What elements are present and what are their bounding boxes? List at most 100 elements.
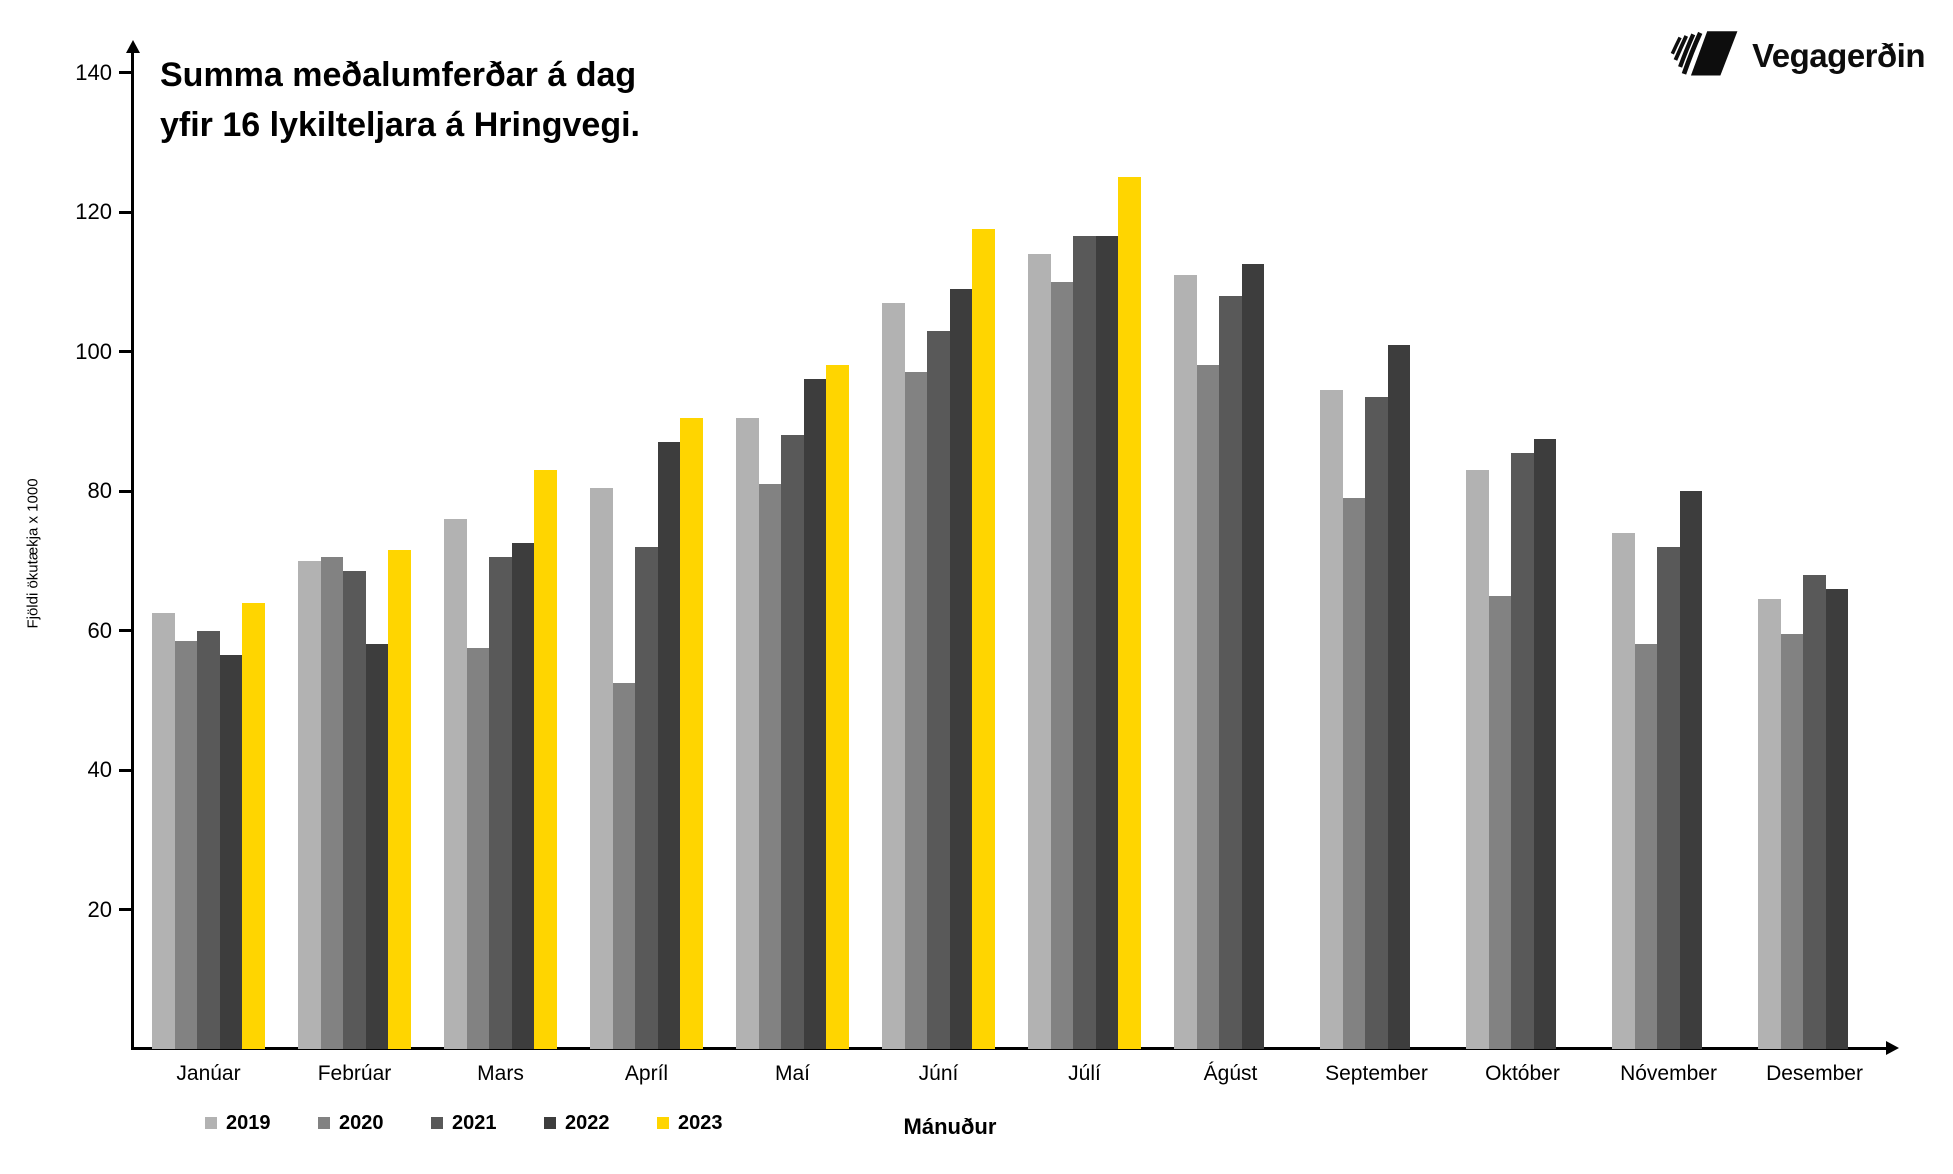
bar-júlí-2023 [1118, 177, 1141, 1049]
bar-febrúar-2022 [365, 644, 389, 1049]
y-tick-mark [119, 350, 131, 353]
legend-swatch-2021 [431, 1117, 443, 1129]
bar-mars-2023 [534, 470, 557, 1049]
bar-desember-2020 [1780, 633, 1804, 1049]
bar-desember-2019 [1758, 599, 1781, 1049]
x-axis-arrow-icon [1886, 1041, 1899, 1055]
bar-apríl-2019 [590, 487, 613, 1049]
legend-label-2022: 2022 [565, 1111, 610, 1134]
chart-title-line2: yfir 16 lykilteljara á Hringvegi. [160, 106, 641, 144]
legend-item-2022: 2022 [544, 1110, 610, 1136]
bar-október-2019 [1466, 470, 1489, 1049]
bar-nóvember-2022 [1679, 491, 1703, 1049]
x-tick-label-maí: Maí [774, 1062, 810, 1085]
bar-september-2020 [1342, 497, 1366, 1049]
bar-ágúst-2022 [1241, 264, 1265, 1049]
y-tick-mark [119, 71, 131, 74]
y-tick-mark [119, 908, 131, 911]
bar-febrúar-2023 [388, 550, 411, 1049]
bar-febrúar-2021 [343, 571, 366, 1049]
legend-swatch-2020 [318, 1117, 330, 1129]
bar-mars-2022 [511, 543, 535, 1049]
x-tick-label-mars: Mars [477, 1062, 524, 1085]
bar-júní-2023 [972, 229, 995, 1049]
bar-apríl-2020 [612, 682, 636, 1049]
legend-swatch-2023 [657, 1117, 669, 1129]
legend-item-2021: 2021 [431, 1110, 497, 1136]
y-axis-arrow-icon [126, 40, 140, 53]
legend-swatch-2019 [205, 1117, 217, 1129]
bar-september-2021 [1365, 396, 1388, 1049]
x-tick-label-október: Október [1485, 1062, 1560, 1085]
bar-mars-2021 [489, 557, 512, 1049]
bar-júní-2019 [882, 302, 905, 1049]
chart-title: Summa meðalumferðar á dag yfir 16 lykilt… [160, 50, 640, 150]
bar-ágúst-2020 [1196, 365, 1220, 1049]
bar-febrúar-2020 [320, 557, 344, 1049]
bar-mars-2020 [466, 647, 490, 1049]
bar-nóvember-2021 [1657, 546, 1680, 1049]
bar-október-2021 [1511, 452, 1534, 1049]
bar-september-2019 [1320, 389, 1343, 1049]
x-tick-label-júní: Júní [918, 1062, 959, 1085]
bar-maí-2020 [758, 484, 782, 1049]
bar-apríl-2021 [635, 546, 658, 1049]
legend-label-2021: 2021 [452, 1111, 497, 1134]
y-axis [131, 52, 134, 1050]
bar-janúar-2023 [242, 602, 265, 1049]
y-tick-mark [119, 768, 131, 772]
y-tick-label: 40 [87, 757, 112, 782]
y-tick-label: 60 [87, 617, 112, 643]
legend-item-2020: 2020 [318, 1110, 384, 1136]
x-tick-label-apríl: Apríl [624, 1062, 669, 1085]
bar-febrúar-2019 [298, 560, 321, 1049]
bar-desember-2022 [1825, 588, 1849, 1049]
vegagerdin-stripes-icon [1662, 22, 1740, 89]
y-tick-mark [119, 210, 131, 214]
bar-mars-2019 [444, 518, 467, 1049]
legend-item-2023: 2023 [657, 1110, 723, 1136]
bar-desember-2021 [1803, 574, 1826, 1049]
bar-október-2022 [1533, 438, 1557, 1049]
legend-item-2019: 2019 [205, 1110, 271, 1136]
bar-júní-2020 [904, 372, 928, 1049]
logo-text: Vegagerðin [1752, 36, 1925, 74]
x-tick-label-september: September [1325, 1062, 1428, 1085]
x-tick-label-nóvember: Nóvember [1620, 1062, 1717, 1085]
bar-júlí-2022 [1095, 236, 1119, 1049]
bar-júlí-2020 [1050, 281, 1074, 1049]
x-axis-title: Mánuður [903, 1114, 997, 1139]
y-tick-label: 20 [87, 896, 112, 922]
bar-júlí-2021 [1073, 236, 1096, 1049]
bar-nóvember-2019 [1612, 532, 1635, 1049]
legend-label-2023: 2023 [678, 1111, 723, 1134]
y-tick-label: 80 [87, 478, 112, 503]
y-axis-title: Fjöldi ökutækja x 1000 [24, 478, 42, 629]
chart-title-line1: Summa meðalumferðar á dag [160, 56, 637, 94]
bar-júní-2022 [949, 288, 973, 1049]
bar-júní-2021 [927, 330, 950, 1049]
legend-label-2020: 2020 [339, 1111, 384, 1134]
x-tick-label-ágúst: Ágúst [1203, 1062, 1258, 1085]
x-tick-label-febrúar: Febrúar [317, 1062, 392, 1085]
bar-maí-2019 [736, 417, 759, 1049]
bar-janúar-2021 [197, 630, 220, 1049]
bar-janúar-2022 [219, 654, 243, 1049]
y-tick-mark [119, 629, 131, 632]
legend-swatch-2022 [544, 1117, 556, 1129]
y-tick-label: 120 [75, 199, 112, 224]
bar-ágúst-2021 [1219, 295, 1242, 1049]
bar-ágúst-2019 [1174, 274, 1197, 1049]
y-tick-label: 140 [75, 59, 112, 85]
bar-janúar-2020 [174, 640, 198, 1049]
vegagerdin-logo: Vegagerðin [1662, 22, 1925, 89]
bar-maí-2022 [803, 379, 827, 1049]
x-tick-label-júlí: Júlí [1068, 1062, 1101, 1085]
bar-maí-2021 [781, 435, 804, 1049]
chart-legend: 2019 2020 2021 2022 2023 [0, 1110, 1953, 1140]
x-tick-label-desember: Desember [1766, 1062, 1863, 1085]
bar-apríl-2023 [680, 417, 703, 1049]
bar-júlí-2019 [1028, 253, 1051, 1049]
bar-september-2022 [1387, 344, 1411, 1049]
